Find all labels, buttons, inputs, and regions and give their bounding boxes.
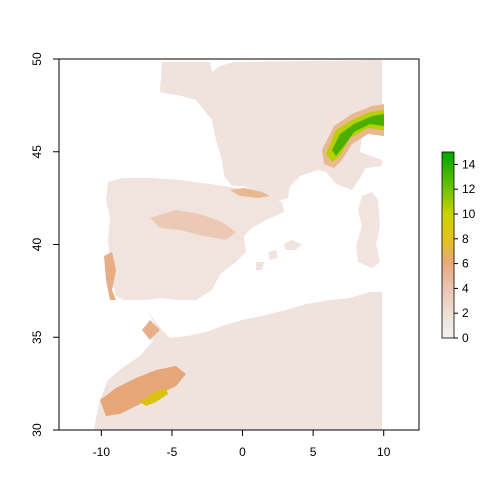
legend-tick-label: 0 [462,331,469,345]
legend-tick-label: 14 [462,157,476,171]
legend-tick-label: 10 [462,207,476,221]
x-tick-label: -5 [167,445,178,459]
pyrenees [230,188,270,198]
land-balearics [256,240,302,270]
y-tick-label: 30 [30,423,44,437]
legend-ticks: 0 2 4 6 8 10 12 14 [454,157,476,345]
rif-coast [142,320,160,340]
raster-layer [94,60,384,430]
land-france [160,60,382,202]
x-tick-label: 0 [239,445,246,459]
legend-tick-label: 4 [462,281,469,295]
legend-tick-label: 6 [462,257,469,271]
alps-ridge-core [332,114,384,156]
land-iberia [106,178,284,300]
iberia-west-coast [104,252,116,300]
legend-tick-label: 12 [462,182,476,196]
atlas-ridge [100,366,186,416]
y-tick-label: 40 [30,238,44,252]
color-legend: 0 2 4 6 8 10 12 14 [441,151,476,345]
legend-tick-label: 8 [462,232,469,246]
atlas-peak [140,388,168,406]
x-tick-label: -10 [93,445,111,459]
x-tick-label: 10 [377,445,391,459]
x-axis: -10 -5 0 5 10 [93,430,391,459]
land-north-africa [94,292,382,430]
x-tick-label: 5 [310,445,317,459]
y-tick-label: 50 [30,52,44,66]
land-corsica-sardinia [356,192,380,268]
y-tick-label: 35 [30,330,44,344]
iberia-ranges [150,210,236,240]
legend-colorbar [441,151,455,339]
y-tick-label: 45 [30,145,44,159]
y-axis: 30 35 40 45 50 [30,52,59,437]
legend-tick-label: 2 [462,306,469,320]
